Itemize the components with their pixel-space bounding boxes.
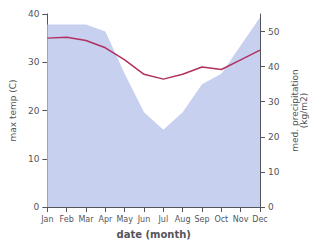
svg-text:0: 0 xyxy=(268,202,274,212)
svg-text:30: 30 xyxy=(28,57,40,67)
svg-text:Mar: Mar xyxy=(78,215,94,224)
svg-text:max temp (C): max temp (C) xyxy=(8,79,18,141)
svg-text:Jan: Jan xyxy=(40,215,53,224)
svg-text:40: 40 xyxy=(28,9,40,19)
svg-text:Aug: Aug xyxy=(175,215,191,224)
svg-text:10: 10 xyxy=(268,167,280,177)
svg-text:Jul: Jul xyxy=(158,215,169,224)
svg-text:Jun: Jun xyxy=(137,215,151,224)
svg-text:Nov: Nov xyxy=(233,215,249,224)
svg-text:date (month): date (month) xyxy=(116,229,190,240)
svg-text:Oct: Oct xyxy=(214,215,228,224)
svg-text:med. precipitation: med. precipitation xyxy=(289,69,300,152)
svg-text:0: 0 xyxy=(34,202,40,212)
svg-text:May: May xyxy=(116,215,133,224)
svg-text:20: 20 xyxy=(268,132,280,142)
svg-text:20: 20 xyxy=(28,106,40,116)
svg-text:(kg/m2): (kg/m2) xyxy=(299,93,309,128)
svg-text:50: 50 xyxy=(268,27,280,37)
svg-text:Feb: Feb xyxy=(60,215,74,224)
svg-text:30: 30 xyxy=(268,97,280,107)
svg-text:Dec: Dec xyxy=(252,215,267,224)
svg-text:10: 10 xyxy=(28,154,40,164)
svg-text:40: 40 xyxy=(268,62,280,72)
svg-text:Sep: Sep xyxy=(194,215,209,224)
svg-text:Apr: Apr xyxy=(98,215,113,224)
